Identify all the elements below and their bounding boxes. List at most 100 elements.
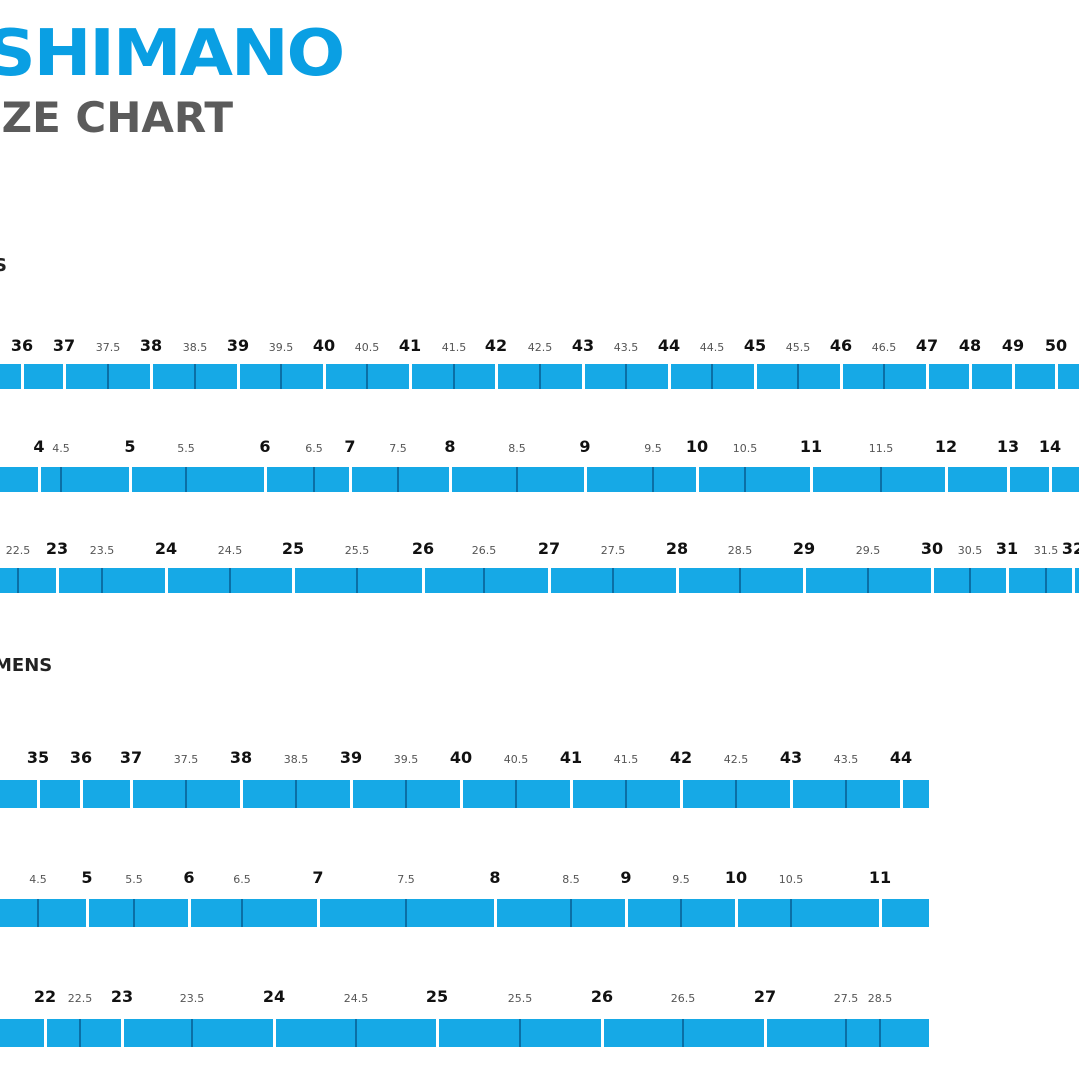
size-label: 46 — [829, 336, 853, 355]
major-tick — [1055, 364, 1058, 389]
major-tick — [422, 568, 425, 593]
major-tick — [840, 364, 843, 389]
major-tick — [38, 467, 41, 492]
size-scale-bar — [0, 467, 1079, 492]
half-size-label: 37.5 — [95, 341, 121, 354]
size-label: 43 — [571, 336, 595, 355]
size-label: 39 — [339, 748, 363, 767]
size-label: 23 — [45, 539, 69, 558]
size-label: 4 — [33, 437, 45, 456]
size-label: 41 — [398, 336, 422, 355]
half-size-label: 43.5 — [833, 753, 859, 766]
major-tick — [680, 780, 683, 808]
size-label: 10 — [685, 437, 709, 456]
major-tick — [150, 364, 153, 389]
size-label: 40 — [449, 748, 473, 767]
major-tick — [349, 467, 352, 492]
half-size-label: 31.5 — [1033, 544, 1059, 557]
half-size-label: 25.5 — [344, 544, 370, 557]
size-label: 7 — [344, 437, 356, 456]
major-tick — [323, 364, 326, 389]
half-size-tick — [539, 364, 541, 389]
half-size-label: 11.5 — [868, 442, 894, 455]
size-label: 45 — [743, 336, 767, 355]
half-size-tick — [397, 467, 399, 492]
major-tick — [1007, 467, 1010, 492]
half-size-tick — [405, 899, 407, 927]
major-tick — [1006, 568, 1009, 593]
major-tick — [879, 899, 882, 927]
half-size-tick — [194, 364, 196, 389]
half-size-label: 9.5 — [644, 442, 662, 455]
half-size-label: 4.5 — [29, 873, 47, 886]
major-tick — [292, 568, 295, 593]
size-scale-bar — [0, 568, 1079, 593]
size-label: 39 — [226, 336, 250, 355]
major-tick — [945, 467, 948, 492]
half-size-label: 22.5 — [5, 544, 31, 557]
size-label: 48 — [958, 336, 982, 355]
half-size-label: 24.5 — [217, 544, 243, 557]
half-size-label: 5.5 — [177, 442, 195, 455]
half-size-tick — [519, 1019, 521, 1047]
major-tick — [548, 568, 551, 593]
half-size-tick — [1045, 568, 1047, 593]
size-label: 47 — [915, 336, 939, 355]
half-size-tick — [867, 568, 869, 593]
major-tick — [810, 467, 813, 492]
size-label: 5 — [124, 437, 136, 456]
major-tick — [237, 364, 240, 389]
size-label: 26 — [590, 987, 614, 1006]
major-tick — [931, 568, 934, 593]
half-size-label: 46.5 — [871, 341, 897, 354]
half-size-tick — [280, 364, 282, 389]
half-size-label: 10.5 — [778, 873, 804, 886]
half-size-tick — [883, 364, 885, 389]
page-title: IZE CHART — [0, 93, 233, 142]
major-tick — [460, 780, 463, 808]
size-label: 36 — [10, 336, 34, 355]
major-tick — [582, 364, 585, 389]
major-tick — [584, 467, 587, 492]
major-tick — [56, 568, 59, 593]
major-tick — [1012, 364, 1015, 389]
half-size-label: 30.5 — [957, 544, 983, 557]
size-label: 13 — [996, 437, 1020, 456]
shimano-logo: SHIMANO — [0, 17, 345, 91]
half-size-tick — [295, 780, 297, 808]
size-label: 11 — [799, 437, 823, 456]
size-label: 38 — [139, 336, 163, 355]
size-label: 6 — [259, 437, 271, 456]
half-size-label: 9.5 — [672, 873, 690, 886]
half-size-tick — [405, 780, 407, 808]
major-tick — [63, 364, 66, 389]
half-size-label: 24.5 — [343, 992, 369, 1005]
major-tick — [570, 780, 573, 808]
half-size-label: 22.5 — [67, 992, 93, 1005]
size-scale-bar — [0, 364, 1079, 389]
size-label: 6 — [183, 868, 195, 887]
half-size-tick — [355, 1019, 357, 1047]
major-tick — [969, 364, 972, 389]
major-tick — [317, 899, 320, 927]
half-size-tick — [191, 1019, 193, 1047]
half-size-tick — [845, 780, 847, 808]
size-label: 35 — [26, 748, 50, 767]
half-size-label: 7.5 — [397, 873, 415, 886]
half-size-label: 5.5 — [125, 873, 143, 886]
half-size-tick — [652, 467, 654, 492]
size-label: 36 — [69, 748, 93, 767]
half-size-label: 44.5 — [699, 341, 725, 354]
half-size-label: 6.5 — [233, 873, 251, 886]
size-label: 38 — [229, 748, 253, 767]
half-size-tick — [680, 899, 682, 927]
half-size-tick — [735, 780, 737, 808]
major-tick — [129, 467, 132, 492]
half-size-label: 7.5 — [389, 442, 407, 455]
half-size-label: 29.5 — [855, 544, 881, 557]
major-tick — [676, 568, 679, 593]
size-label: 28 — [665, 539, 689, 558]
half-size-label: 23.5 — [89, 544, 115, 557]
size-label: 22 — [33, 987, 57, 1006]
half-size-label: 39.5 — [393, 753, 419, 766]
